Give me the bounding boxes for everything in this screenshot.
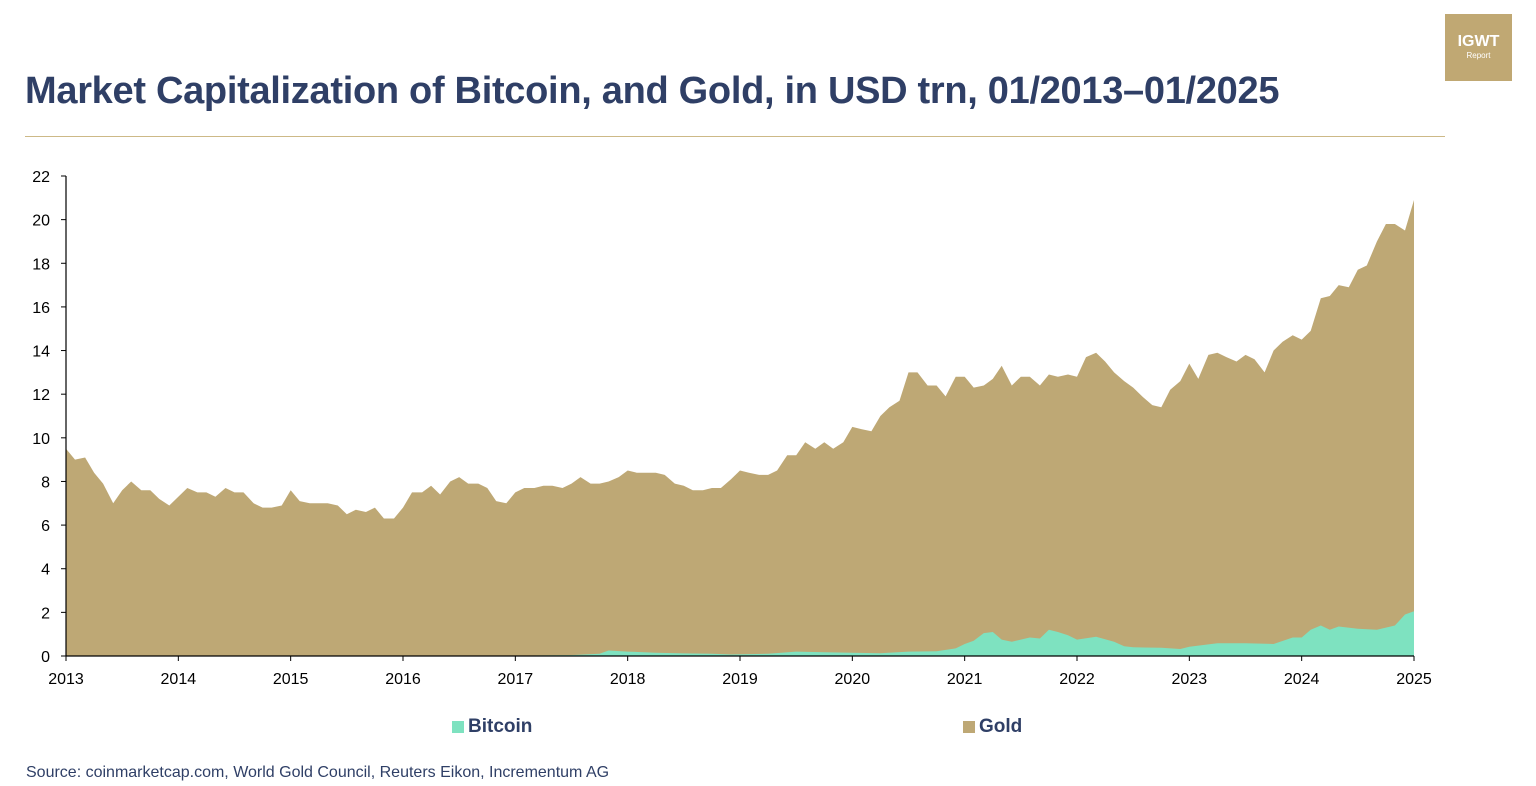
legend-label-gold: Gold (979, 716, 1023, 737)
x-tick-label: 2024 (1284, 671, 1320, 688)
x-tick-label: 2015 (273, 671, 309, 688)
x-tick-label: 2017 (498, 671, 534, 688)
source-note: Source: coinmarketcap.com, World Gold Co… (26, 764, 610, 781)
legend-swatch-bitcoin (452, 721, 464, 733)
y-tick-label: 20 (32, 213, 50, 230)
igwt-logo: IGWT Report (1445, 14, 1512, 81)
y-tick-label: 2 (41, 605, 50, 622)
y-tick-label: 8 (41, 474, 50, 491)
title-divider (25, 136, 1445, 137)
chart-title: Market Capitalization of Bitcoin, and Go… (25, 70, 1280, 112)
x-tick-label: 2014 (161, 671, 197, 688)
y-tick-label: 0 (41, 649, 50, 666)
chart-areas (66, 200, 1414, 656)
legend-label-bitcoin: Bitcoin (468, 716, 533, 737)
y-tick-label: 18 (32, 256, 50, 273)
x-tick-label: 2019 (722, 671, 758, 688)
y-tick-label: 16 (32, 300, 50, 317)
x-tick-label: 2020 (835, 671, 871, 688)
x-tick-label: 2016 (385, 671, 421, 688)
logo-sub-text: Report (1466, 51, 1491, 60)
y-tick-label: 10 (32, 431, 50, 448)
x-tick-label: 2021 (947, 671, 983, 688)
y-tick-label: 12 (32, 387, 50, 404)
x-tick-label: 2025 (1396, 671, 1432, 688)
logo-main-text: IGWT (1457, 33, 1500, 50)
x-tick-label: 2013 (48, 671, 84, 688)
legend-item-bitcoin: Bitcoin (452, 716, 532, 738)
legend-swatch-gold (963, 721, 975, 733)
y-tick-label: 14 (32, 344, 50, 361)
x-tick-label: 2018 (610, 671, 646, 688)
x-tick-label: 2022 (1059, 671, 1095, 688)
x-tick-label: 2023 (1172, 671, 1208, 688)
legend-item-gold: Gold (963, 716, 1022, 738)
y-tick-label: 22 (32, 169, 50, 186)
area-bitcoin (66, 611, 1414, 656)
y-tick-label: 4 (41, 562, 50, 579)
area-gold (66, 200, 1414, 656)
y-tick-label: 6 (41, 518, 50, 535)
